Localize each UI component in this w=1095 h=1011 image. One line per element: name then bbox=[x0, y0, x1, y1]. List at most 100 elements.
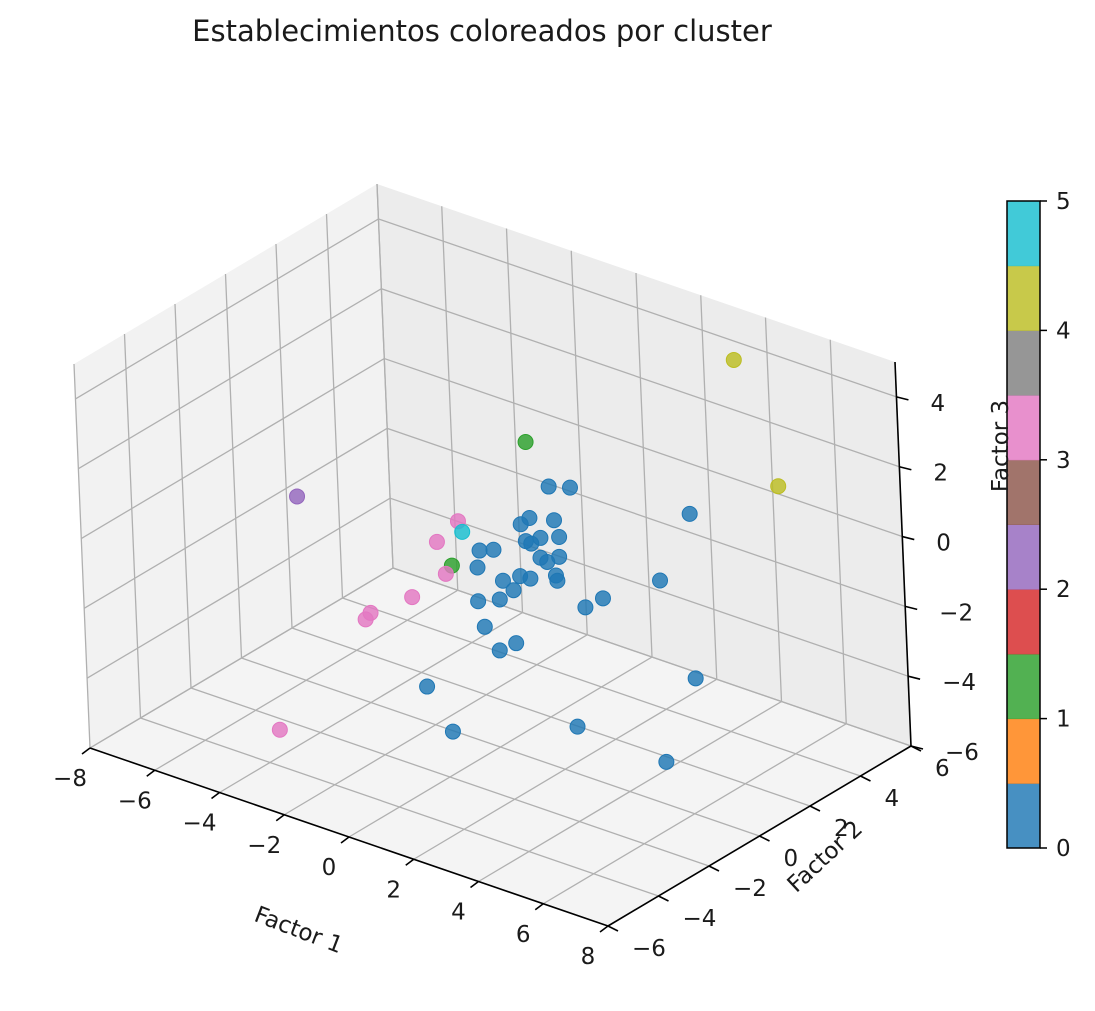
colorbar-tick-label: 2 bbox=[1056, 577, 1071, 603]
data-point-cluster-4 bbox=[770, 478, 787, 495]
colorbar-segment bbox=[1007, 201, 1040, 267]
x-tick bbox=[405, 858, 415, 866]
colorbar: 0 1 2 3 4 5 bbox=[1006, 189, 1071, 862]
chart-title: Establecimientos coloreados por cluster bbox=[192, 14, 772, 48]
y-tick bbox=[658, 895, 669, 902]
x-tick bbox=[275, 814, 285, 822]
x-tick bbox=[81, 747, 91, 755]
grid-line-z bbox=[86, 497, 909, 679]
data-point-cluster-0 bbox=[681, 505, 698, 522]
z-tick bbox=[904, 605, 918, 611]
colorbar-frame bbox=[1006, 200, 1041, 849]
colorbar-segment bbox=[1007, 395, 1040, 461]
y-tick-label: 2 bbox=[834, 816, 849, 842]
colorbar-segment bbox=[1007, 459, 1040, 525]
x-tick-label: 8 bbox=[581, 944, 596, 970]
data-point-cluster-0 bbox=[594, 590, 611, 607]
z-tick bbox=[902, 535, 915, 541]
z-tick bbox=[910, 745, 924, 750]
x-tick-label: −8 bbox=[53, 766, 87, 792]
colorbar-tick-label: 3 bbox=[1056, 448, 1071, 474]
y-tick-label: −2 bbox=[733, 876, 767, 902]
x-tick-label: −4 bbox=[183, 811, 217, 837]
y-tick-label: −4 bbox=[683, 906, 717, 932]
y-tick-label: 0 bbox=[784, 846, 799, 872]
y-tick bbox=[759, 835, 770, 842]
data-point-cluster-0 bbox=[546, 512, 563, 529]
x-tick bbox=[470, 880, 479, 889]
data-points bbox=[271, 351, 787, 770]
data-point-cluster-0 bbox=[517, 533, 534, 550]
z-tick-label: −2 bbox=[939, 600, 973, 626]
x-axis-label: Factor 1 bbox=[251, 902, 347, 959]
data-point-cluster-0 bbox=[652, 572, 669, 589]
data-point-cluster-5 bbox=[454, 523, 471, 540]
data-point-cluster-0 bbox=[687, 670, 704, 687]
y-tick bbox=[607, 925, 619, 932]
z-tick-label: 2 bbox=[933, 461, 948, 487]
data-point-cluster-0 bbox=[469, 559, 486, 576]
data-point-cluster-0 bbox=[532, 549, 549, 566]
colorbar-segment bbox=[1007, 330, 1040, 396]
data-point-cluster-3 bbox=[271, 721, 288, 738]
data-point-cluster-1 bbox=[517, 434, 534, 451]
data-point-cluster-0 bbox=[491, 591, 508, 608]
x-tick bbox=[211, 791, 220, 800]
data-point-cluster-2 bbox=[289, 488, 306, 505]
grid-line-z bbox=[89, 567, 912, 749]
colorbar-segment bbox=[1007, 265, 1040, 331]
data-point-cluster-0 bbox=[512, 516, 529, 533]
colorbar-tick-label: 0 bbox=[1056, 836, 1071, 862]
data-point-cluster-0 bbox=[561, 479, 578, 496]
z-tick bbox=[899, 465, 912, 471]
colorbar-segment bbox=[1007, 783, 1040, 849]
y-tick bbox=[708, 865, 720, 872]
data-point-cluster-3 bbox=[357, 611, 374, 628]
data-point-cluster-0 bbox=[419, 678, 436, 695]
data-point-cluster-0 bbox=[508, 635, 525, 652]
x-tick-label: 0 bbox=[322, 855, 337, 881]
colorbar-tick-label: 4 bbox=[1056, 318, 1071, 344]
x-tick-label: −2 bbox=[247, 833, 281, 859]
grid-line-z bbox=[75, 218, 897, 400]
y-tick-label: 4 bbox=[885, 786, 900, 812]
y-tick-label: −6 bbox=[632, 936, 666, 962]
x-tick-label: 4 bbox=[451, 900, 466, 926]
z-tick-label: −6 bbox=[945, 740, 979, 766]
data-point-cluster-3 bbox=[437, 565, 454, 582]
data-point-cluster-3 bbox=[428, 533, 445, 550]
data-point-cluster-0 bbox=[532, 529, 549, 546]
data-point-cluster-0 bbox=[540, 478, 557, 495]
z-tick-label: −4 bbox=[942, 670, 976, 696]
x-tick-label: 6 bbox=[516, 922, 531, 948]
y-tick bbox=[809, 805, 821, 812]
data-point-cluster-0 bbox=[485, 541, 502, 558]
data-point-cluster-0 bbox=[476, 618, 493, 635]
z-tick bbox=[896, 396, 909, 401]
data-point-cluster-0 bbox=[658, 753, 675, 770]
colorbar-segment bbox=[1007, 589, 1040, 655]
data-point-cluster-0 bbox=[470, 593, 487, 610]
x-tick bbox=[599, 925, 609, 933]
colorbar-tick-label: 1 bbox=[1056, 707, 1071, 733]
data-point-cluster-0 bbox=[569, 718, 586, 735]
data-point-cluster-0 bbox=[494, 572, 511, 589]
z-axis-line bbox=[894, 361, 912, 747]
y-tick bbox=[860, 775, 871, 782]
z-tick bbox=[907, 675, 921, 680]
data-point-cluster-3 bbox=[404, 589, 421, 606]
z-axis-label: Factor 3 bbox=[988, 400, 1014, 492]
data-point-cluster-0 bbox=[551, 529, 568, 546]
data-point-cluster-0 bbox=[577, 599, 594, 616]
data-point-cluster-0 bbox=[444, 723, 461, 740]
data-point-cluster-0 bbox=[505, 582, 522, 599]
z-tick-label: 4 bbox=[930, 391, 945, 417]
x-tick bbox=[534, 903, 544, 911]
colorbar-tick-label: 5 bbox=[1056, 189, 1071, 215]
y-tick-label: 6 bbox=[935, 756, 950, 782]
data-point-cluster-4 bbox=[725, 351, 742, 368]
grid-line-z bbox=[78, 288, 900, 470]
x-tick bbox=[340, 836, 350, 844]
